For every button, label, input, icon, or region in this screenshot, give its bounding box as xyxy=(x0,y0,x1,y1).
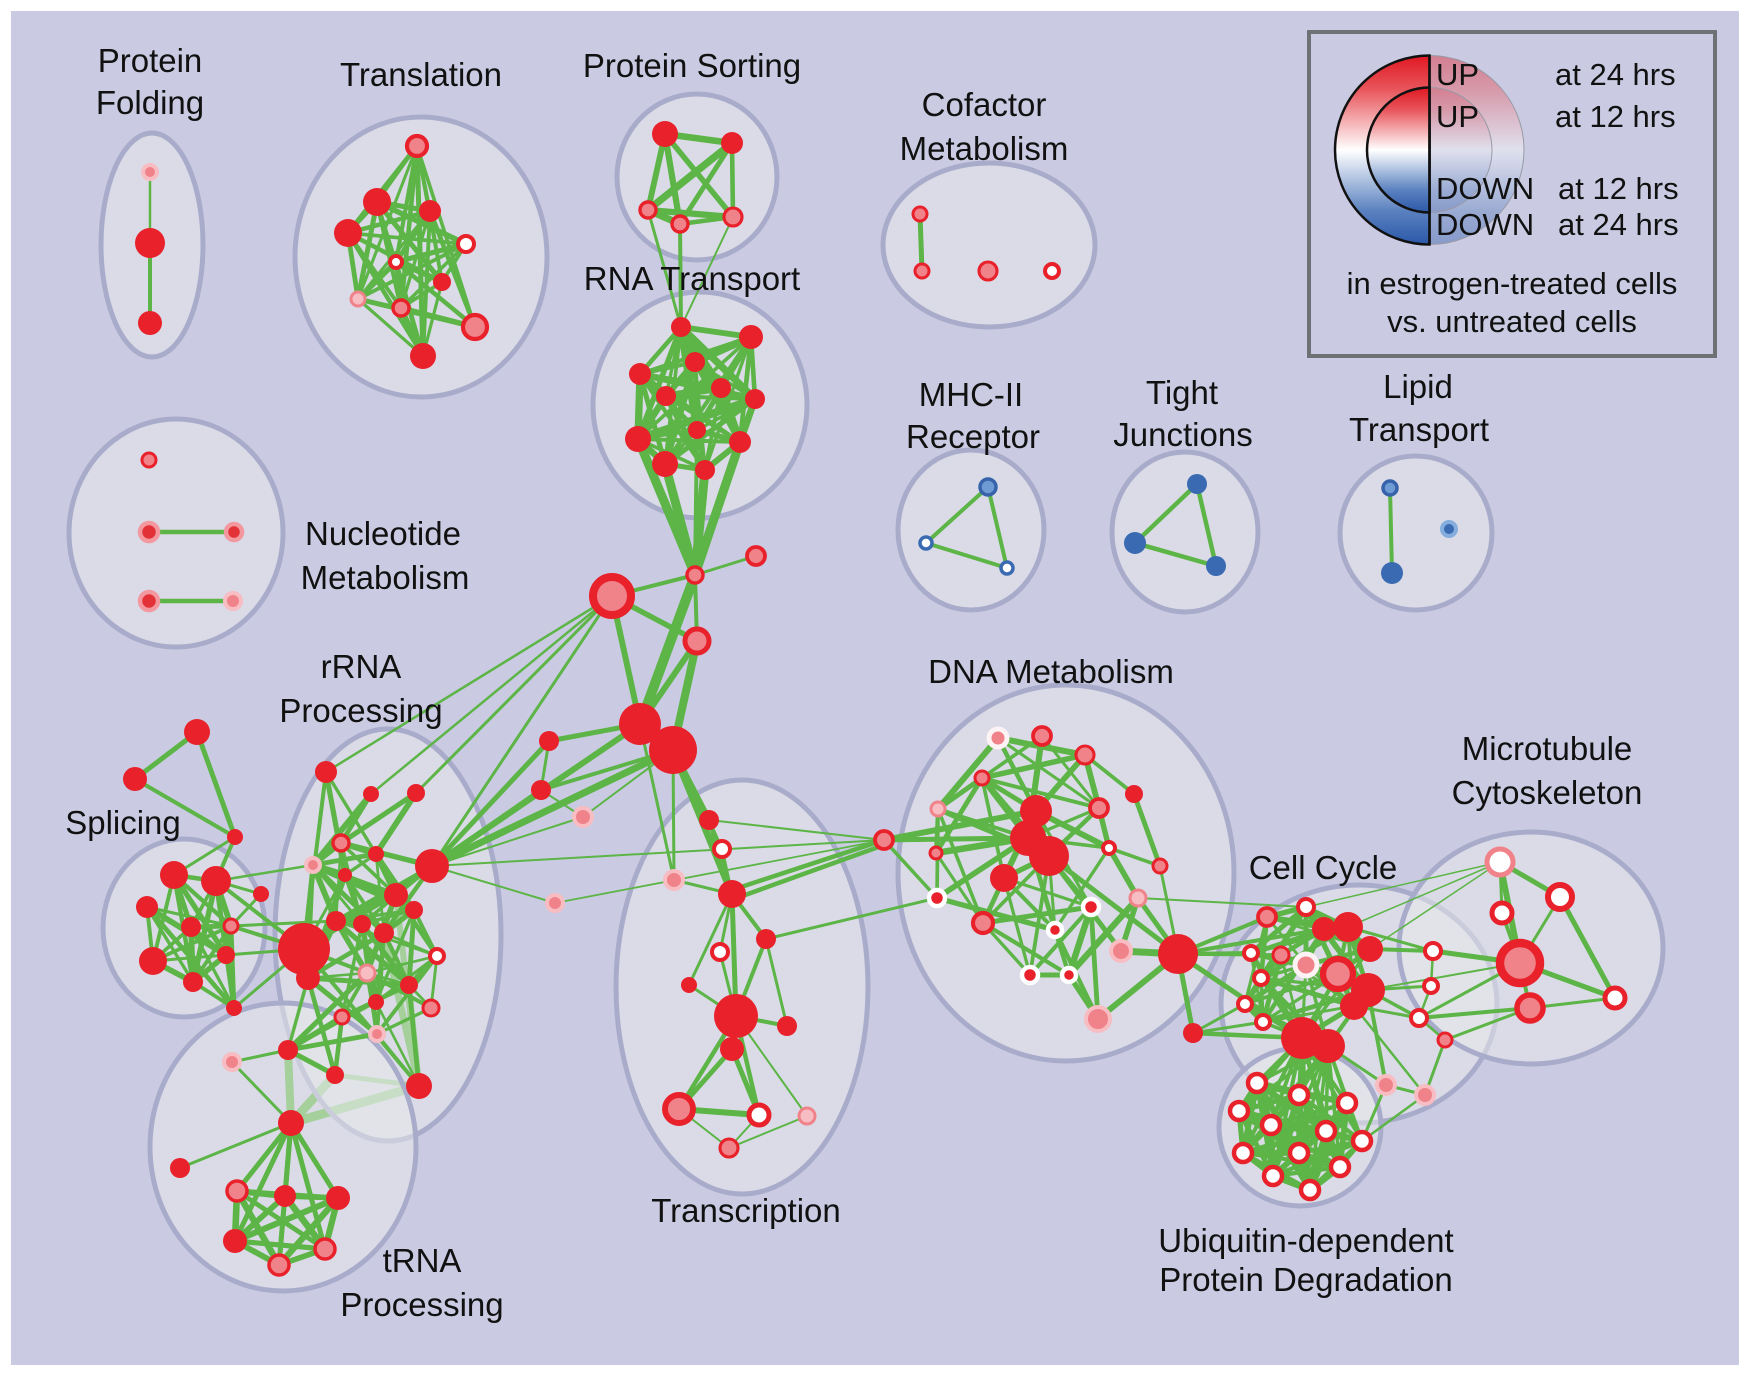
svg-text:Ubiquitin-dependent: Ubiquitin-dependent xyxy=(1158,1222,1453,1259)
svg-text:RNA Transport: RNA Transport xyxy=(584,260,800,297)
svg-text:DOWN: DOWN xyxy=(1436,171,1534,206)
svg-text:MHC-II: MHC-II xyxy=(919,376,1023,413)
svg-text:UP: UP xyxy=(1436,57,1479,92)
svg-text:in estrogen-treated cells: in estrogen-treated cells xyxy=(1347,266,1678,301)
svg-text:Metabolism: Metabolism xyxy=(301,559,470,596)
svg-text:Cell Cycle: Cell Cycle xyxy=(1249,849,1398,886)
svg-text:UP: UP xyxy=(1436,99,1479,134)
svg-text:Cofactor: Cofactor xyxy=(922,86,1047,123)
svg-text:Splicing: Splicing xyxy=(65,804,181,841)
svg-text:Tight: Tight xyxy=(1146,374,1218,411)
svg-text:Metabolism: Metabolism xyxy=(900,130,1069,167)
svg-text:Transport: Transport xyxy=(1349,411,1489,448)
svg-text:Protein Degradation: Protein Degradation xyxy=(1159,1261,1453,1298)
svg-text:Microtubule: Microtubule xyxy=(1462,730,1633,767)
svg-text:vs. untreated cells: vs. untreated cells xyxy=(1387,304,1637,339)
svg-text:at 12 hrs: at 12 hrs xyxy=(1555,99,1676,134)
svg-text:Folding: Folding xyxy=(96,84,204,121)
svg-text:Protein: Protein xyxy=(98,42,203,79)
svg-text:Translation: Translation xyxy=(340,56,502,93)
svg-text:Cytoskeleton: Cytoskeleton xyxy=(1452,774,1643,811)
svg-text:Transcription: Transcription xyxy=(651,1192,841,1229)
svg-text:Receptor: Receptor xyxy=(906,418,1040,455)
svg-text:Processing: Processing xyxy=(340,1286,503,1323)
svg-text:at 24 hrs: at 24 hrs xyxy=(1555,57,1676,92)
svg-text:Protein Sorting: Protein Sorting xyxy=(583,47,801,84)
svg-text:Lipid: Lipid xyxy=(1383,368,1453,405)
svg-text:tRNA: tRNA xyxy=(383,1242,462,1279)
svg-text:DOWN: DOWN xyxy=(1436,207,1534,242)
svg-text:Junctions: Junctions xyxy=(1113,416,1252,453)
svg-text:at 24 hrs: at 24 hrs xyxy=(1558,207,1679,242)
svg-text:Nucleotide: Nucleotide xyxy=(305,515,461,552)
svg-text:Processing: Processing xyxy=(279,692,442,729)
svg-text:rRNA: rRNA xyxy=(321,648,402,685)
svg-text:DNA Metabolism: DNA Metabolism xyxy=(928,653,1174,690)
svg-text:at 12 hrs: at 12 hrs xyxy=(1558,171,1679,206)
